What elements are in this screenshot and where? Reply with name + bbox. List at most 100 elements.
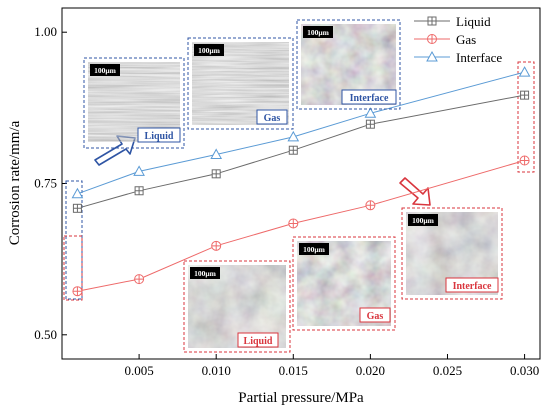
inset-interface-bottom: 100μm Interface (401, 207, 503, 300)
scale-bar-label: 100μm (412, 216, 435, 225)
data-point (210, 148, 223, 159)
legend-item: Interface (414, 50, 502, 65)
inset-liquid-bottom: 100μm Liquid (183, 260, 291, 353)
marker-cross (73, 204, 82, 213)
legend-label: Gas (456, 32, 476, 47)
inset-label-box (341, 89, 397, 105)
data-point (426, 50, 438, 62)
marker-cross (211, 241, 221, 251)
inset-frame (83, 57, 185, 149)
x-tick-label: 0.020 (356, 363, 385, 378)
y-axis-label: Corrosion rate/mm/a (7, 120, 23, 245)
marker-cross (427, 34, 437, 44)
marker-triangle (364, 107, 377, 118)
data-point (519, 155, 530, 166)
inset-frame (183, 260, 291, 353)
scale-bar-box (90, 64, 120, 76)
data-point (134, 186, 144, 196)
series-line (77, 71, 525, 195)
data-point (211, 240, 222, 251)
y-tick-label: 0.50 (34, 327, 57, 342)
marker-cross (134, 274, 144, 284)
inset-frame (187, 37, 294, 130)
data-point (518, 66, 531, 77)
scale-bar-box (299, 243, 329, 255)
data-point (364, 107, 377, 118)
x-tick-label: 0.005 (124, 363, 153, 378)
inset-gas-bottom: 100μm Gas (292, 236, 396, 331)
marker-triangle (210, 148, 223, 159)
data-point (72, 286, 83, 297)
data-point (365, 200, 376, 211)
marker-cross (72, 286, 82, 296)
legend-label: Interface (456, 50, 502, 65)
x-tick-label: 0.030 (510, 363, 539, 378)
inset-label: Liquid (244, 336, 273, 347)
inset-label-box (137, 127, 181, 143)
arrow-to-red-photos-icon (399, 177, 431, 206)
data-point (72, 203, 82, 213)
series-gas (72, 155, 530, 297)
marker-cross (135, 186, 144, 195)
inset-label-box (237, 332, 279, 348)
data-point (211, 169, 221, 179)
data-point (427, 16, 437, 26)
inset-frame (401, 207, 503, 300)
highlight-box-first (65, 180, 83, 300)
scale-bar-label: 100μm (94, 66, 117, 75)
inset-label: Gas (367, 311, 384, 322)
data-point (520, 90, 530, 100)
axes-layer: 0.005 0.010 0.015 0.020 0.025 0.030 0.50 0.75 1.… (34, 24, 539, 378)
inset-frame (296, 19, 401, 110)
marker-triangle (71, 187, 84, 199)
data-point (134, 274, 145, 285)
legend: Liquid Gas Interface (414, 14, 502, 65)
marker-cross (366, 120, 375, 129)
highlight-box-last (517, 61, 535, 173)
x-axis-label: Partial pressure/MPa (238, 390, 364, 406)
marker-triangle (287, 130, 300, 142)
marker-cross (288, 218, 298, 228)
marker-cross (365, 200, 375, 210)
scale-bar-label: 100μm (307, 28, 330, 37)
inset-label: Liquid (145, 131, 174, 142)
marker-cross (289, 146, 298, 155)
inset-label: Interface (453, 281, 492, 292)
y-tick-label: 0.75 (34, 176, 57, 191)
scale-bar-box (190, 267, 220, 279)
inset-liquid-top: 100μm Liquid (83, 57, 185, 149)
scale-bar-label: 100μm (194, 269, 217, 278)
marker-cross (520, 91, 529, 100)
data-point (365, 119, 375, 129)
data-point (288, 218, 299, 229)
marker-triangle (518, 66, 531, 77)
arrow-to-blue-photos-icon (94, 135, 136, 166)
inset-frame (292, 236, 396, 331)
marker-cross (428, 17, 436, 25)
data-point (287, 130, 300, 142)
scale-bar-box (303, 26, 333, 38)
scale-bar-label: 100μm (303, 245, 326, 254)
inset-gas-top: 100μm Gas (187, 37, 294, 130)
series-layer (71, 66, 531, 297)
x-tick-label: 0.015 (279, 363, 308, 378)
series-liquid (72, 90, 530, 213)
x-tick-label: 0.025 (433, 363, 462, 378)
legend-label: Liquid (456, 14, 491, 29)
inset-label: Gas (264, 113, 281, 124)
inset-label-box (359, 307, 391, 323)
series-line (77, 94, 525, 209)
x-tick-label: 0.010 (202, 363, 231, 378)
inset-interface-top: 100μm Interface (296, 19, 401, 110)
data-point (133, 165, 145, 176)
highlight-box-first-red (63, 235, 83, 301)
data-point (71, 187, 84, 199)
series-line (77, 160, 525, 292)
legend-item: Liquid (414, 14, 491, 29)
scale-bar-box (408, 214, 438, 226)
marker-triangle (426, 50, 438, 62)
scale-bar-box (194, 44, 224, 56)
series-interface (71, 66, 531, 199)
marker-cross (212, 169, 221, 178)
